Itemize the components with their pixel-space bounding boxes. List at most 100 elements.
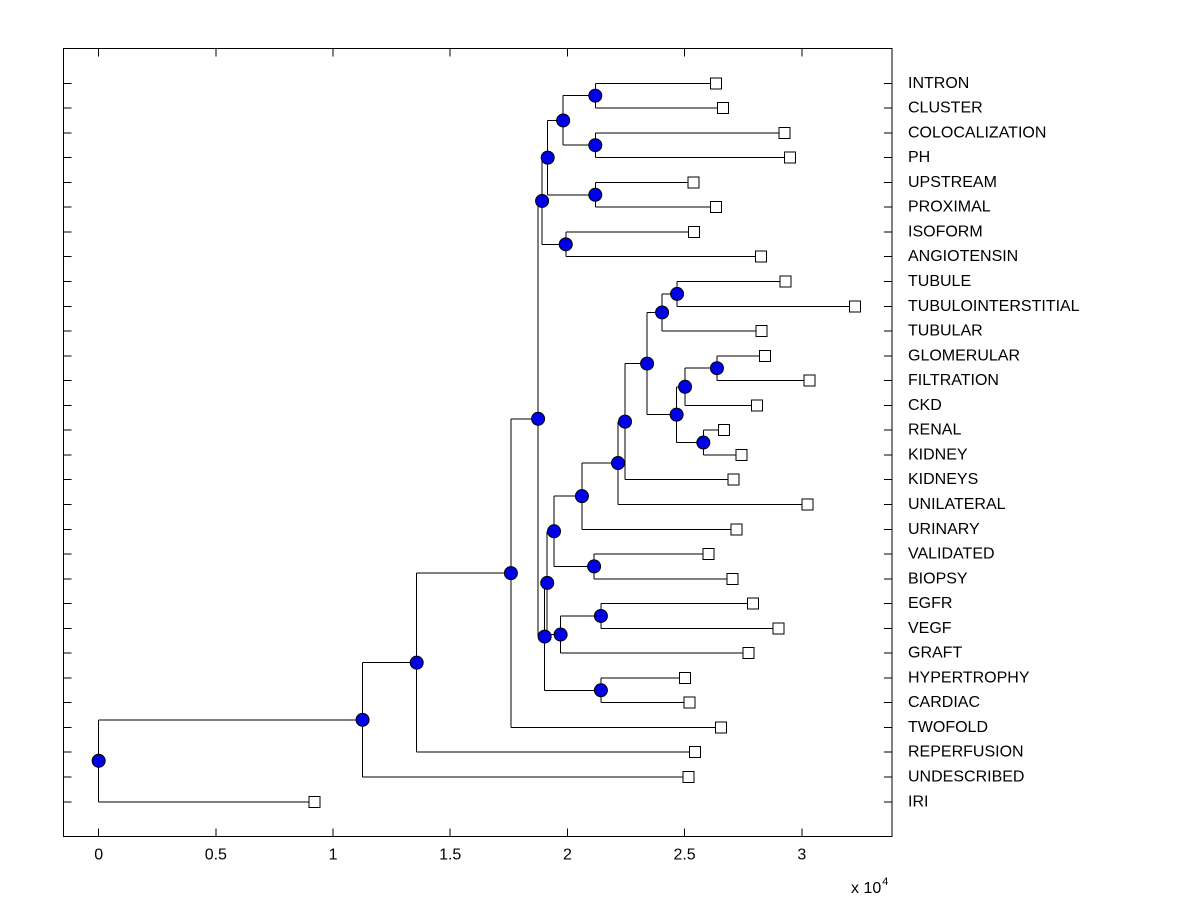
leaf-label: UPSTREAM bbox=[908, 174, 997, 191]
leaf-labels-layer: INTRON CLUSTER COLOCALIZATION PH UPSTREAM PRO… bbox=[908, 75, 1080, 810]
leaf-marker bbox=[730, 523, 743, 536]
node-marker bbox=[611, 456, 626, 471]
leaf-label: HYPERTROPHY bbox=[908, 669, 1030, 686]
leaf-marker bbox=[718, 424, 731, 437]
node-marker bbox=[409, 655, 424, 670]
leaf-marker bbox=[803, 374, 816, 387]
node-marker bbox=[593, 683, 608, 698]
leaf-marker bbox=[727, 473, 740, 486]
x-axis-multiplier-label: x 104 bbox=[851, 876, 888, 897]
leaf-marker bbox=[848, 300, 861, 313]
node-markers-layer bbox=[91, 77, 861, 808]
x-axis-tick-label: 1.5 bbox=[439, 847, 461, 864]
node-marker bbox=[618, 414, 633, 429]
leaf-marker bbox=[772, 622, 785, 635]
leaf-label: COLOCALIZATION bbox=[908, 124, 1046, 141]
leaf-label: VALIDATED bbox=[908, 546, 995, 563]
node-marker bbox=[588, 88, 603, 103]
x-axis-tick-label: 0.5 bbox=[205, 847, 227, 864]
x-axis-tick-label: 1 bbox=[329, 847, 338, 864]
leaf-label: REPERFUSION bbox=[908, 744, 1024, 761]
leaf-marker bbox=[754, 250, 767, 263]
node-marker bbox=[537, 629, 552, 644]
leaf-label: GRAFT bbox=[908, 645, 962, 662]
leaf-label: ISOFORM bbox=[908, 223, 983, 240]
leaf-marker bbox=[308, 795, 321, 808]
node-marker bbox=[588, 138, 603, 153]
node-marker bbox=[531, 411, 546, 426]
leaf-marker bbox=[779, 275, 792, 288]
leaf-label: RENAL bbox=[908, 422, 961, 439]
leaf-marker bbox=[714, 721, 727, 734]
leaf-label: UNDESCRIBED bbox=[908, 769, 1024, 786]
node-marker bbox=[669, 407, 684, 422]
node-marker bbox=[696, 435, 711, 450]
leaf-marker bbox=[687, 176, 700, 189]
leaf-marker bbox=[688, 225, 701, 238]
node-marker bbox=[503, 566, 518, 581]
leaf-label: BIOPSY bbox=[908, 570, 968, 587]
leaf-marker bbox=[682, 771, 695, 783]
leaf-label: KIDNEY bbox=[908, 446, 968, 463]
leaf-marker bbox=[735, 448, 748, 461]
leaf-label: UNILATERAL bbox=[908, 496, 1006, 513]
leaf-marker bbox=[759, 349, 772, 362]
leaf-label: INTRON bbox=[908, 75, 969, 92]
node-marker bbox=[553, 627, 568, 642]
leaf-marker bbox=[746, 597, 759, 610]
leaf-marker bbox=[778, 126, 791, 139]
node-marker bbox=[593, 608, 608, 623]
leaf-marker bbox=[716, 102, 729, 115]
node-marker bbox=[355, 712, 370, 727]
leaf-label: KIDNEYS bbox=[908, 471, 978, 488]
node-marker bbox=[556, 113, 571, 128]
leaf-label: GLOMERULAR bbox=[908, 347, 1020, 364]
x-axis-tick-label: 3 bbox=[797, 847, 806, 864]
leaf-label: PH bbox=[908, 149, 930, 166]
leaf-marker bbox=[726, 572, 739, 585]
leaf-marker bbox=[702, 548, 715, 561]
x-axis-tick-label: 0 bbox=[94, 847, 103, 864]
leaf-marker bbox=[683, 696, 696, 709]
node-marker bbox=[670, 286, 685, 301]
node-marker bbox=[540, 575, 555, 590]
plot-border bbox=[63, 48, 893, 837]
leaf-label: IRI bbox=[908, 793, 928, 810]
axes-layer: 0 0.5 1 1.5 2 2.5 3 x 104 bbox=[63, 48, 893, 897]
tree-lines-layer bbox=[98, 82, 855, 803]
leaf-marker bbox=[801, 498, 814, 511]
node-marker bbox=[558, 237, 573, 252]
leaf-label: CLUSTER bbox=[908, 100, 983, 117]
leaf-label: FILTRATION bbox=[908, 372, 999, 389]
leaf-marker bbox=[688, 746, 701, 759]
node-marker bbox=[640, 356, 655, 371]
leaf-marker bbox=[755, 325, 768, 338]
node-marker bbox=[655, 305, 670, 320]
node-marker bbox=[574, 489, 589, 504]
leaf-label: TWOFOLD bbox=[908, 719, 988, 736]
leaf-label: TUBULOINTERSTITIAL bbox=[908, 298, 1080, 315]
node-marker bbox=[678, 379, 693, 394]
leaf-marker bbox=[710, 201, 723, 214]
leaf-label: EGFR bbox=[908, 595, 952, 612]
leaf-marker bbox=[742, 647, 755, 660]
leaf-label: TUBULE bbox=[908, 273, 971, 290]
leaf-label: TUBULAR bbox=[908, 323, 983, 340]
leaf-label: CARDIAC bbox=[908, 694, 980, 711]
node-marker bbox=[588, 187, 603, 202]
node-marker bbox=[91, 753, 106, 768]
node-marker bbox=[547, 524, 562, 539]
node-marker bbox=[709, 361, 724, 376]
x-axis-tick-label: 2 bbox=[563, 847, 572, 864]
x-axis-tick-label: 2.5 bbox=[673, 847, 695, 864]
leaf-label: PROXIMAL bbox=[908, 199, 991, 216]
leaf-label: URINARY bbox=[908, 521, 980, 538]
leaf-marker bbox=[679, 671, 692, 684]
leaf-marker bbox=[784, 151, 797, 164]
leaf-marker bbox=[750, 399, 763, 412]
leaf-marker bbox=[710, 77, 723, 90]
leaf-label: CKD bbox=[908, 397, 942, 414]
leaf-label: VEGF bbox=[908, 620, 952, 637]
